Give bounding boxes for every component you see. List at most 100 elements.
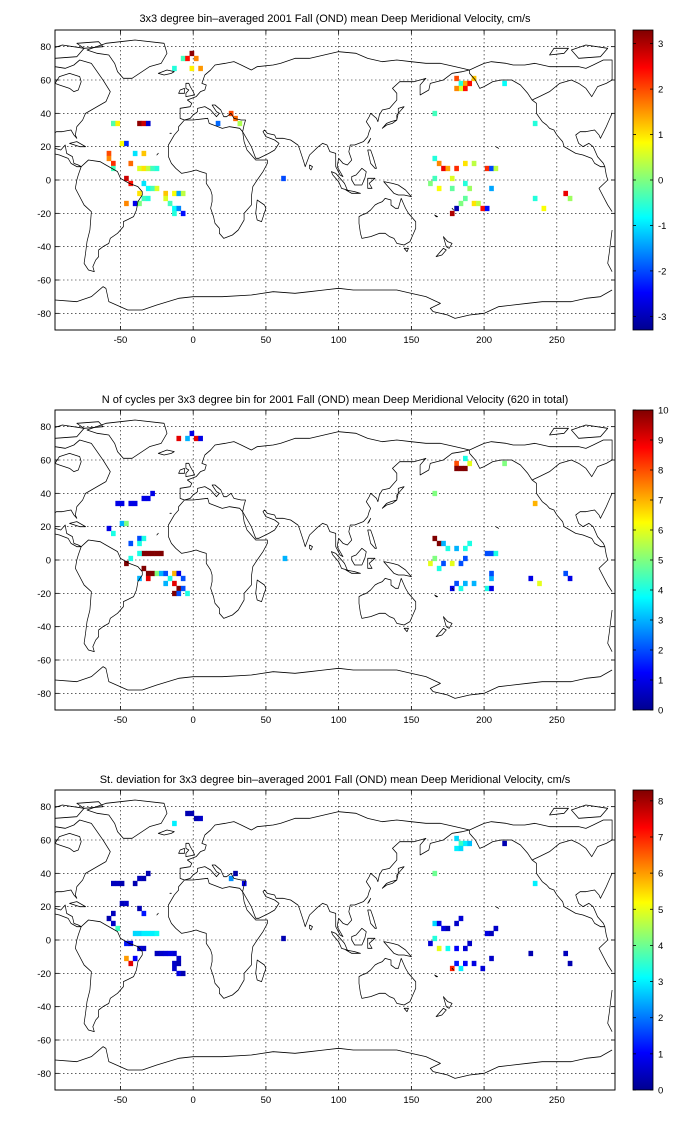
data-cell <box>467 540 473 547</box>
data-cell <box>449 210 455 217</box>
data-cell <box>128 180 134 187</box>
data-cell <box>176 190 182 197</box>
data-cell <box>502 840 507 847</box>
data-cell <box>281 935 286 942</box>
y-tick-label: -60 <box>37 656 51 667</box>
data-cell <box>154 550 160 557</box>
data-cell <box>463 465 468 472</box>
y-tick-label: -60 <box>37 276 51 287</box>
colorbar-tick-label: 2 <box>658 646 663 657</box>
x-tick-label: 0 <box>191 1095 196 1106</box>
data-cell <box>480 205 486 212</box>
data-cell <box>489 575 494 582</box>
coastline <box>55 39 613 320</box>
colorbar-tick-label: 1 <box>658 1049 663 1060</box>
data-cell <box>141 120 147 127</box>
data-cell <box>489 165 494 172</box>
data-cell <box>176 960 182 967</box>
colorbar-tick-label: 7 <box>658 496 663 507</box>
data-cell <box>449 185 455 192</box>
data-cells <box>106 430 573 597</box>
data-cell <box>458 85 464 92</box>
data-cell <box>159 950 164 957</box>
colorbar-tick-label: -3 <box>658 312 666 323</box>
data-cell <box>132 880 138 887</box>
coastline <box>55 799 613 1080</box>
data-cell <box>458 465 464 472</box>
colorbar-tick-label: 2 <box>658 85 663 96</box>
data-cell <box>489 550 494 557</box>
data-cell <box>180 55 186 62</box>
data-cell <box>172 965 177 972</box>
data-cell <box>454 205 459 212</box>
colorbar-tick-label: 8 <box>658 466 663 477</box>
data-cell <box>167 575 173 582</box>
data-cell <box>471 200 477 207</box>
data-cell <box>128 940 134 947</box>
data-cell <box>119 880 125 887</box>
colorbar-tick-label: 1 <box>658 676 663 687</box>
data-cell <box>528 950 534 957</box>
data-cell <box>106 150 112 157</box>
data-cell <box>567 960 573 967</box>
colorbar-tick-label: 4 <box>658 586 663 597</box>
data-cell <box>115 120 121 127</box>
data-cell <box>141 875 147 882</box>
data-cell <box>458 965 464 972</box>
data-cell <box>128 555 134 562</box>
colorbar-tick-label: 5 <box>658 556 663 567</box>
data-cell <box>528 575 534 582</box>
data-cell <box>119 500 125 507</box>
data-cell <box>237 120 243 127</box>
data-cell <box>471 580 477 587</box>
data-cell <box>215 120 221 127</box>
x-tick-label: 100 <box>331 715 347 726</box>
data-cell <box>467 940 473 947</box>
data-cell <box>467 840 473 847</box>
data-cell <box>150 550 155 557</box>
data-cell <box>189 430 195 437</box>
data-cell <box>484 165 490 172</box>
data-cell <box>432 870 438 877</box>
x-tick-label: 200 <box>476 335 492 346</box>
data-cell <box>145 120 151 127</box>
data-cell <box>532 500 538 507</box>
data-cell <box>119 900 125 907</box>
colorbar-tick-label: 6 <box>658 869 663 880</box>
data-cell <box>193 815 199 822</box>
colorbar-tick-label: 5 <box>658 905 663 916</box>
data-cell <box>471 960 477 967</box>
data-cell <box>176 435 182 442</box>
data-cell <box>480 965 486 972</box>
data-cell <box>119 140 125 147</box>
data-cell <box>454 920 459 927</box>
data-cell <box>124 560 129 567</box>
data-cell <box>454 165 459 172</box>
data-cell <box>463 545 468 552</box>
data-cell <box>537 580 542 587</box>
data-cell <box>124 520 129 527</box>
y-tick-label: -40 <box>37 622 51 633</box>
y-tick-label: 0 <box>46 936 51 947</box>
data-cell <box>163 570 169 577</box>
y-tick-label: -40 <box>37 1002 51 1013</box>
data-cell <box>454 460 459 467</box>
data-cell <box>563 950 569 957</box>
panel-title: St. deviation for 3x3 degree bin–average… <box>100 774 571 786</box>
data-cell <box>172 190 177 197</box>
data-cell <box>541 205 547 212</box>
data-cell <box>154 930 160 937</box>
data-cell <box>141 550 147 557</box>
data-cell <box>436 540 442 547</box>
y-tick-label: -80 <box>37 689 51 700</box>
data-cell <box>493 925 499 932</box>
colorbar: 0 1 2 3 4 5 6 7 8 9 10 <box>632 406 669 717</box>
x-tick-label: 50 <box>261 1095 272 1106</box>
data-cell <box>106 155 112 162</box>
colorbar-tick-label: 2 <box>658 1013 663 1024</box>
data-cell <box>432 175 438 182</box>
data-cell <box>180 585 186 592</box>
y-tick-label: -20 <box>37 589 51 600</box>
data-cell <box>137 165 142 172</box>
data-cell <box>145 930 151 937</box>
